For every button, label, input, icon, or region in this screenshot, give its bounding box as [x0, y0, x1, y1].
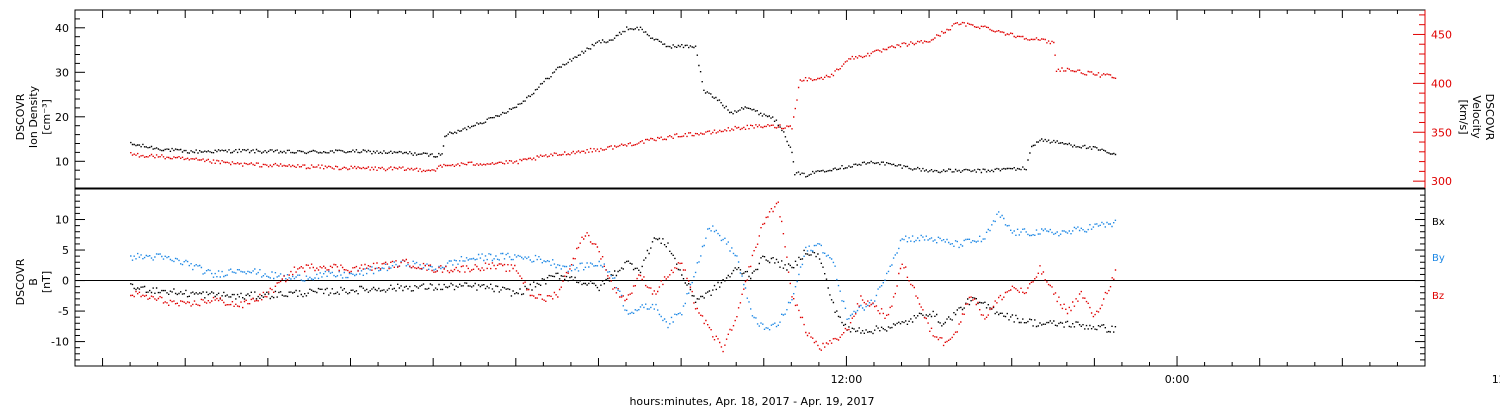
legend-by: By — [1432, 253, 1445, 264]
top-series-0-points — [130, 26, 1117, 178]
top-panel-frame — [74, 9, 1426, 189]
bottom-y-tick-label-3: -5 — [58, 305, 69, 318]
bottom-y-tick-label-0: 10 — [55, 214, 69, 227]
top-series-1-points — [130, 21, 1117, 173]
bottom-left-ylabel: DSCOVR B [nT] — [14, 258, 53, 305]
top-y-tick-label-3: 40 — [55, 22, 69, 35]
top-panel-marks — [130, 21, 1117, 178]
top-right-ylabel-line-3: [km/s] — [1457, 99, 1470, 134]
top-right-ylabel-line-2: Velocity — [1470, 95, 1483, 139]
bottom-y-tick-label-2: 0 — [62, 275, 69, 288]
top-right-ylabel-line-1: DSCOVR — [1483, 94, 1496, 141]
bottom-panel-frame — [74, 188, 1426, 367]
legend-bx: Bx — [1432, 217, 1445, 228]
x-axis-label: hours:minutes, Apr. 18, 2017 - Apr. 19, … — [629, 395, 874, 408]
velocity-tick-label-3: 450 — [1431, 28, 1452, 41]
bottom-y-tick-label-4: -10 — [51, 336, 69, 349]
x-tick-label-1: 0:00 — [1165, 373, 1190, 386]
top-series-1 — [130, 21, 1117, 173]
top-y-tick-label-0: 10 — [55, 155, 69, 168]
bottom-series-2 — [130, 201, 1117, 353]
bottom-series-1 — [130, 211, 1117, 331]
bottom-series-0 — [130, 237, 1117, 335]
legend-bz: Bz — [1432, 291, 1444, 302]
bottom-series-1-points — [130, 211, 1117, 331]
velocity-tick-label-0: 300 — [1431, 175, 1452, 188]
plot-frame — [74, 9, 1426, 367]
top-left-ylabel-line-1: DSCOVR — [14, 93, 27, 140]
top-right-ylabel: DSCOVR Velocity [km/s] — [1457, 94, 1496, 141]
top-y-tick-label-1: 20 — [55, 111, 69, 124]
axes: 12:00 0:00 12:00 10 20 30 40 300 350 400 450 10 5 0 -5… — [51, 9, 1500, 386]
bottom-panel-marks — [130, 201, 1117, 353]
top-y-tick-label-2: 30 — [55, 66, 69, 79]
top-left-ylabel: DSCOVR Ion Density [cm⁻³] — [14, 85, 53, 148]
bottom-series-2-points — [130, 201, 1117, 353]
bottom-left-ylabel-line-2: B — [27, 278, 40, 286]
top-left-ylabel-line-3: [cm⁻³] — [40, 99, 53, 135]
x-tick-label-2: 12:00 — [1492, 373, 1500, 386]
top-series-0 — [130, 26, 1117, 178]
bottom-left-ylabel-line-3: [nT] — [40, 271, 53, 293]
bottom-series-0-points — [130, 237, 1117, 335]
bottom-left-ylabel-line-1: DSCOVR — [14, 258, 27, 305]
velocity-tick-label-2: 400 — [1431, 77, 1452, 90]
bottom-y-tick-label-1: 5 — [62, 244, 69, 257]
x-tick-label-0: 12:00 — [831, 373, 863, 386]
top-left-ylabel-line-2: Ion Density — [27, 85, 40, 148]
velocity-tick-label-1: 350 — [1431, 126, 1452, 139]
